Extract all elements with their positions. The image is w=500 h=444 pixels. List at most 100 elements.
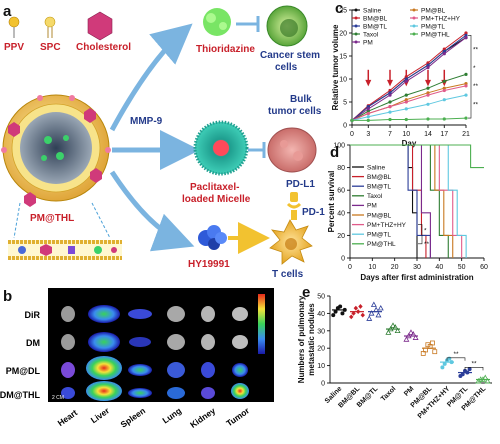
significance-label: ** xyxy=(424,241,430,248)
y-tick-label: 0 xyxy=(321,381,325,388)
organ-label: Liver xyxy=(89,405,112,425)
data-point xyxy=(366,115,370,119)
bulk-label-2: tumor cells xyxy=(268,106,322,117)
y-axis-label: Percent survival xyxy=(327,171,336,233)
imaging-row-label: DM@THL xyxy=(0,390,40,400)
legend-marker xyxy=(412,24,416,28)
y-tick-label: 10 xyxy=(317,363,325,370)
data-point xyxy=(366,107,370,111)
cholesterol-label: Cholesterol xyxy=(76,42,131,53)
data-point xyxy=(426,86,430,90)
data-point xyxy=(464,72,468,76)
y-axis-label: Relative tumor volume xyxy=(331,24,340,110)
paclitaxel-label-2: loaded Micelle xyxy=(182,194,251,205)
data-point xyxy=(442,88,446,93)
data-point xyxy=(404,117,408,122)
data-point xyxy=(385,329,392,335)
cancer-stem-cell-icon xyxy=(266,5,308,47)
data-point xyxy=(366,111,370,116)
pm-thl-label: PM@THL xyxy=(30,213,74,224)
significance-label: * xyxy=(473,65,476,72)
legend-label: Saline xyxy=(363,7,381,14)
data-point xyxy=(404,107,408,111)
data-point xyxy=(368,310,375,316)
organ-row xyxy=(61,381,249,401)
data-point xyxy=(358,304,363,309)
data-point xyxy=(388,93,392,97)
mmp9-label: MMP-9 xyxy=(130,116,163,127)
membrane-icon xyxy=(8,240,122,260)
liposome-icon xyxy=(1,94,111,207)
survival-curve xyxy=(350,144,454,258)
panel-c: c 0 5 10 15 20 25 0 3 7 10 14 17 21 Day Relative tumor… xyxy=(331,0,479,148)
y-axis-label: Numbers of pulmonary xyxy=(297,295,306,383)
organ-row xyxy=(61,356,248,380)
data-point xyxy=(440,365,445,370)
spc-label: SPC xyxy=(40,42,61,53)
x-tick-label: 50 xyxy=(458,264,466,271)
significance-label: ** xyxy=(473,102,479,109)
panel-label-d: d xyxy=(330,144,339,161)
y-tick-label: 50 xyxy=(317,294,325,301)
scale-bar-label: 2 CM xyxy=(52,395,64,401)
data-point xyxy=(460,372,465,377)
data-point xyxy=(388,91,392,95)
organ-label: Tumor xyxy=(224,405,251,428)
y-tick-label: 25 xyxy=(339,8,347,15)
data-point xyxy=(388,105,392,109)
data-point xyxy=(366,109,370,113)
data-point xyxy=(464,36,468,40)
x-axis-label: Day xyxy=(402,139,417,148)
legend-label: PM@BL xyxy=(367,212,392,219)
data-point xyxy=(464,82,468,86)
y-tick-label: 20 xyxy=(339,31,347,38)
data-point xyxy=(447,356,452,361)
y-tick-label: 40 xyxy=(337,210,345,217)
x-tick-label: 20 xyxy=(391,264,399,271)
data-point xyxy=(426,65,430,70)
significance-label: ** xyxy=(473,83,479,90)
legend-label: Taxol xyxy=(367,193,383,200)
dose-arrow-head xyxy=(365,79,372,87)
y-tick-label: 100 xyxy=(333,143,345,150)
x-tick-label: 0 xyxy=(350,131,354,138)
color-scale-bar xyxy=(258,294,265,354)
imaging-row-label: PM@DL xyxy=(6,366,41,376)
hy19991-label: HY19991 xyxy=(188,259,230,270)
x-tick-label: 0 xyxy=(348,264,352,271)
data-point xyxy=(442,52,446,56)
cancer-stem-label-1: Cancer stem xyxy=(260,50,320,61)
bulk-label-1: Bulk xyxy=(290,94,312,105)
tumor-volume-chart: 0 5 10 15 20 25 0 3 7 10 14 17 21 Day Relative tumor v… xyxy=(331,7,479,148)
significance-bracket xyxy=(468,35,472,119)
data-point xyxy=(333,309,338,314)
data-point xyxy=(426,91,430,95)
ppv-icon xyxy=(8,16,20,38)
panel-label-e: e xyxy=(302,284,310,301)
x-tick-label: 30 xyxy=(413,264,421,271)
x-tick-label: 21 xyxy=(462,131,470,138)
organ-label: Spleen xyxy=(119,405,148,429)
dose-arrow-head xyxy=(387,79,393,87)
imaging-row-label: DiR xyxy=(25,310,41,320)
data-point xyxy=(404,77,408,81)
legend-marker xyxy=(412,16,416,20)
significance-label: ** xyxy=(473,46,479,53)
data-point xyxy=(442,86,446,90)
survival-curve xyxy=(350,144,484,169)
data-point xyxy=(388,88,392,93)
data-point xyxy=(404,93,408,97)
survival-curve xyxy=(350,144,449,258)
legend-label: BM@TL xyxy=(367,184,391,191)
y-tick-label: 30 xyxy=(317,328,325,335)
category-label: Taxol xyxy=(380,385,398,403)
data-point xyxy=(404,98,408,102)
legend-label: Taxol xyxy=(363,31,379,38)
x-tick-label: 3 xyxy=(366,131,370,138)
data-point xyxy=(464,84,468,88)
survival-chart: 0 20 40 60 80 100 0 10 20 30 40 50 60 Days after firs… xyxy=(327,143,488,283)
organ-row xyxy=(61,332,248,352)
data-point xyxy=(388,100,392,104)
x-tick-label: 14 xyxy=(424,131,432,138)
y-tick-label: 0 xyxy=(341,256,345,263)
